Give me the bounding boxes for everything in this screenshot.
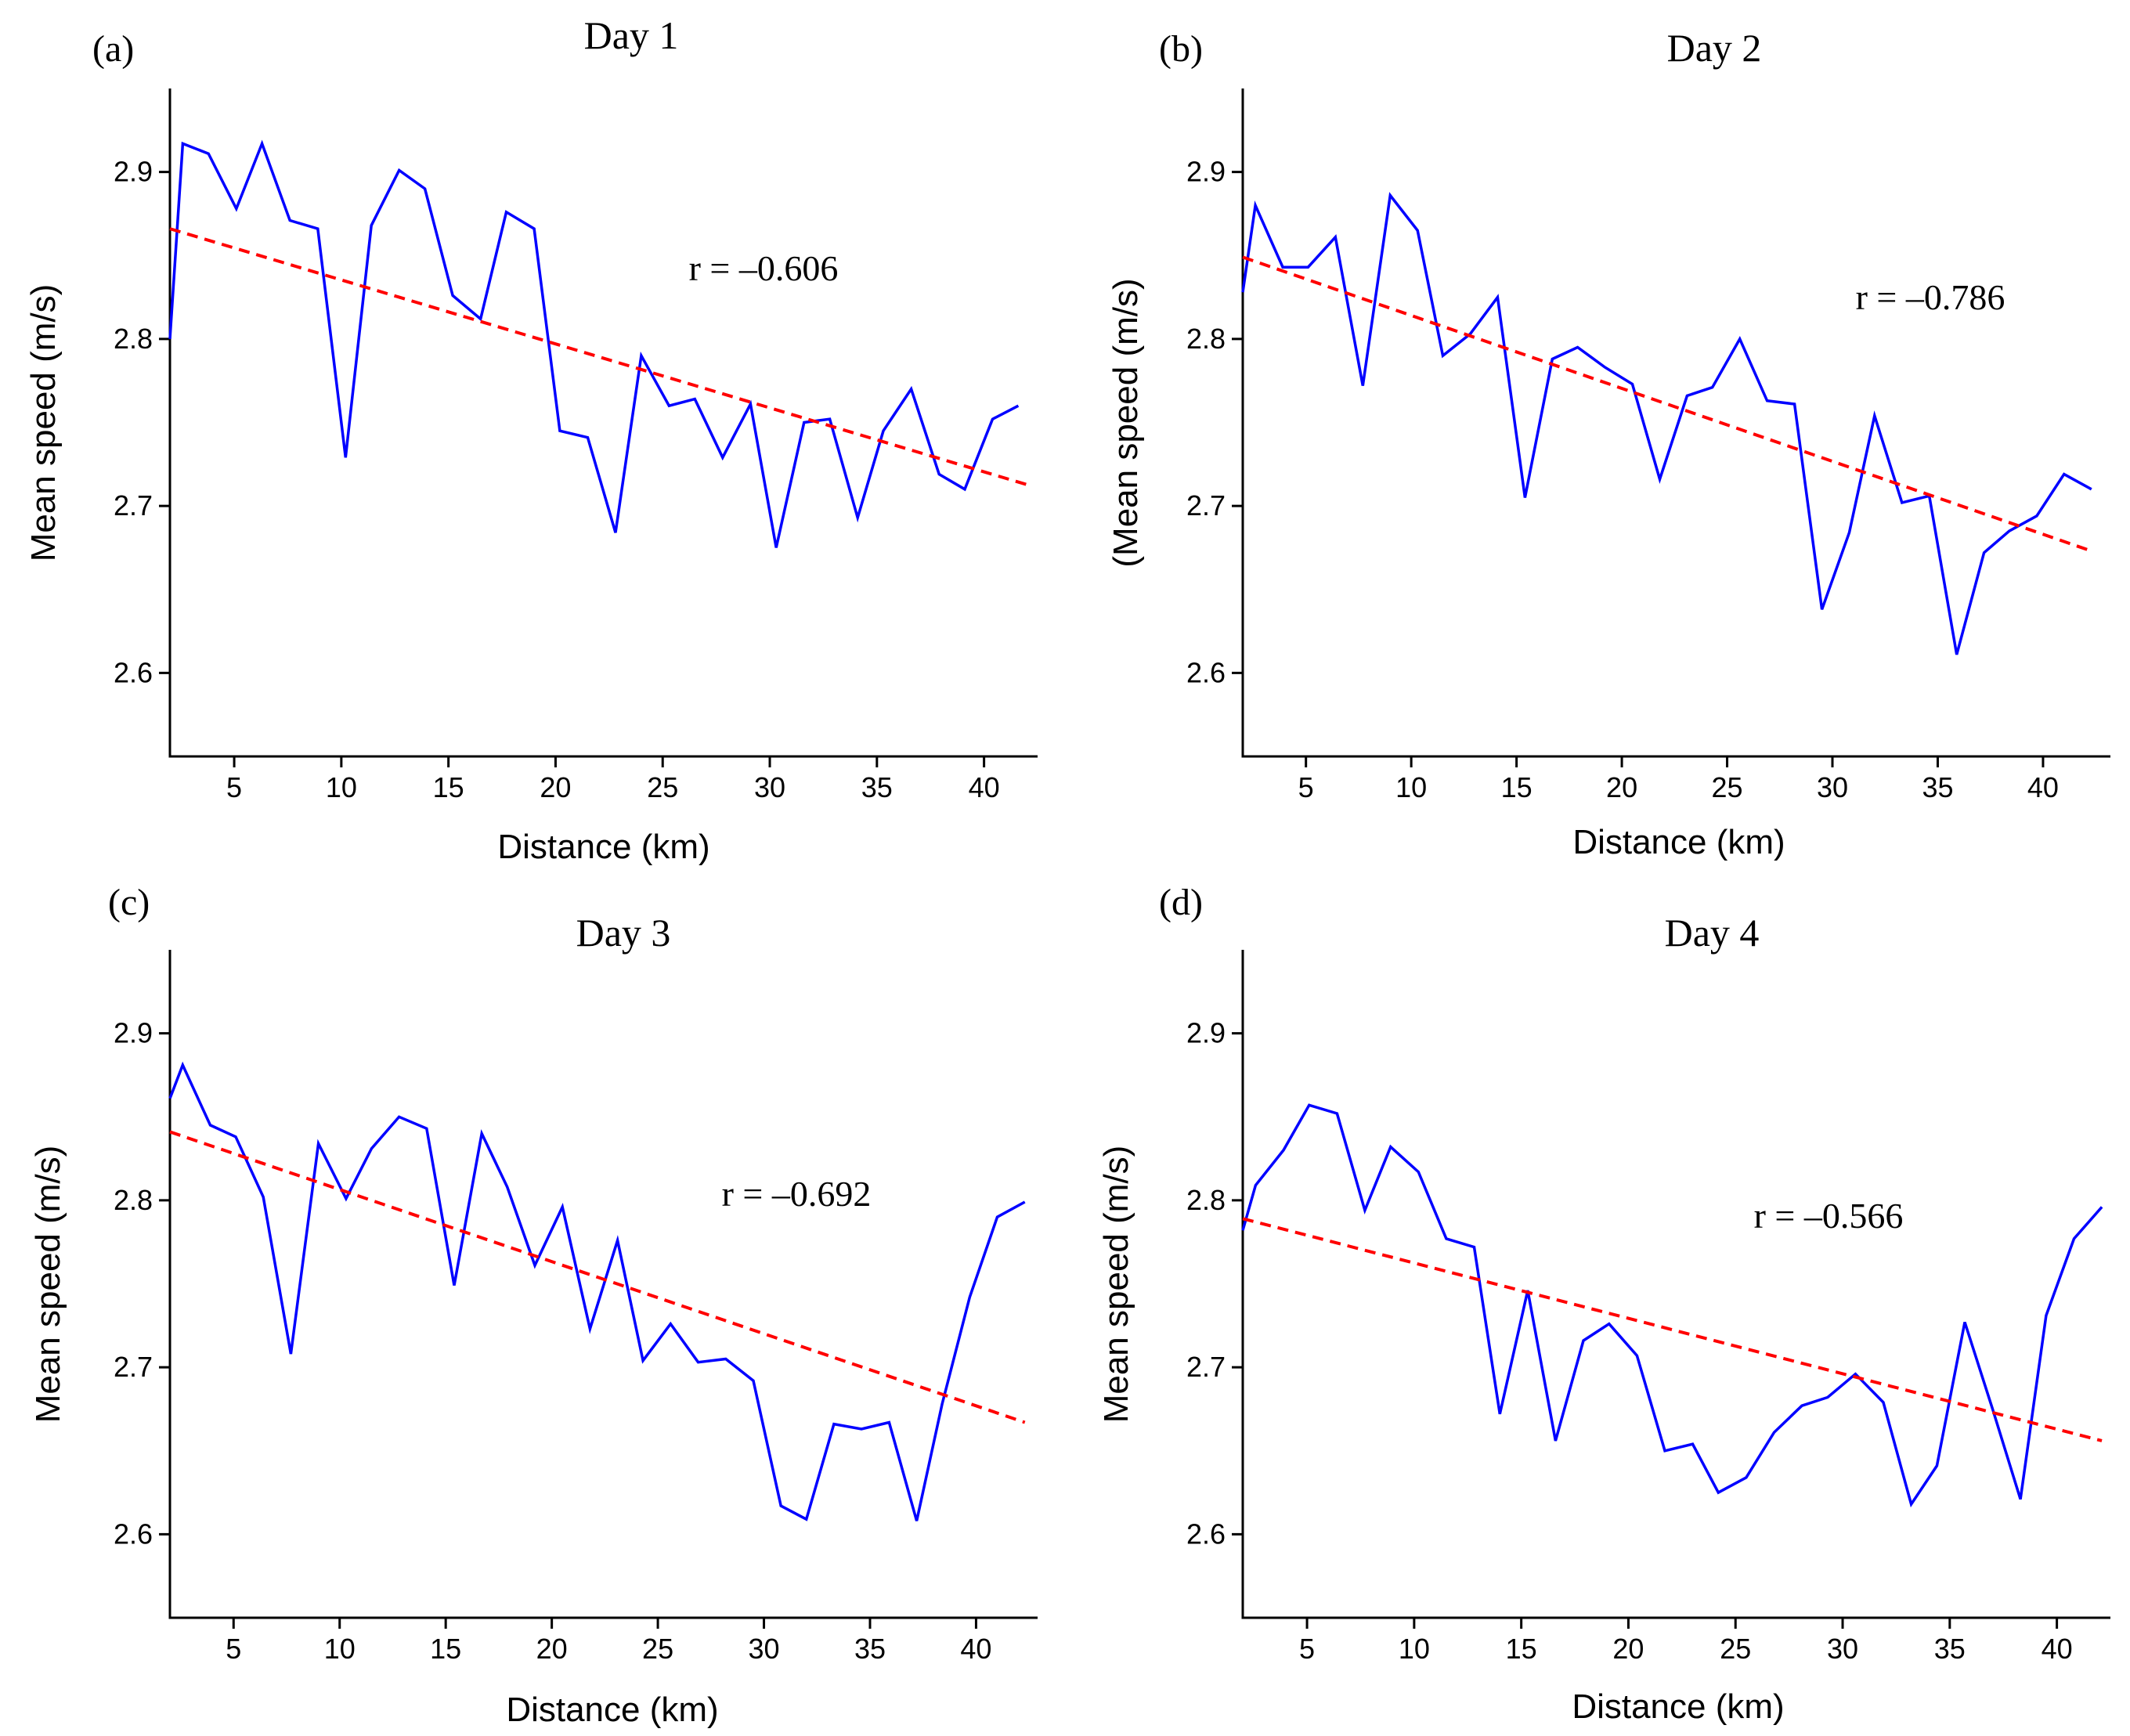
x-tick-label: 5 [1299, 1633, 1315, 1665]
y-axis-label: Mean speed (m/s) [1097, 1146, 1135, 1424]
x-tick-label: 5 [226, 1633, 241, 1665]
x-tick-label: 5 [1298, 771, 1314, 803]
x-tick-label: 20 [536, 1633, 568, 1665]
x-tick-label: 5 [226, 771, 242, 803]
x-tick-label: 15 [1501, 771, 1533, 803]
trend-line [1242, 1217, 2103, 1442]
panel-label: (c) [108, 882, 150, 923]
x-tick-label: 25 [647, 771, 678, 803]
panel-c: (c) Day 3 r = –0.692 Distance (km) Mean … [29, 882, 1038, 1729]
correlation-annotation: r = –0.566 [1754, 1196, 1904, 1236]
series-line [1241, 1103, 2103, 1508]
series-line [168, 1061, 1026, 1521]
y-tick-label: 2.9 [1186, 1017, 1226, 1049]
x-axis-label: Distance (km) [497, 828, 709, 866]
y-tick-label: 2.7 [1186, 489, 1226, 522]
x-tick-label: 20 [1612, 1633, 1644, 1665]
correlation-annotation: r = –0.692 [722, 1174, 872, 1214]
x-tick-label: 40 [2042, 1633, 2073, 1665]
correlation-annotation: r = –0.786 [1856, 277, 2005, 317]
series-line [168, 139, 1020, 548]
panel-label: (d) [1159, 882, 1203, 923]
y-tick-label: 2.6 [114, 656, 153, 688]
y-tick-label: 2.9 [114, 1017, 153, 1049]
plot-area: 5 10 15 20 25 30 35 40 2.6 2.7 2.8 2.9 [1186, 950, 2110, 1665]
x-axis-label: Distance (km) [1572, 1687, 1784, 1726]
x-tick-label: 30 [1817, 771, 1848, 803]
y-tick-label: 2.9 [1186, 156, 1226, 188]
y-axis-label: Mean speed (m/s) [29, 1146, 67, 1424]
panel-b: (b) Day 2 r = –0.786 Distance (km) (Mean… [1107, 26, 2110, 861]
y-tick-label: 2.6 [1186, 656, 1226, 688]
x-tick-label: 25 [1720, 1633, 1751, 1665]
y-tick-label: 2.7 [1186, 1351, 1226, 1383]
x-tick-label: 40 [960, 1633, 991, 1665]
x-tick-label: 25 [642, 1633, 673, 1665]
trend-line [169, 227, 1032, 488]
x-tick-label: 15 [430, 1633, 461, 1665]
x-tick-label: 20 [1606, 771, 1637, 803]
y-tick-label: 2.7 [114, 489, 153, 522]
x-tick-label: 20 [540, 771, 571, 803]
x-tick-label: 10 [324, 1633, 356, 1665]
x-tick-label: 30 [749, 1633, 780, 1665]
y-tick-label: 2.6 [1186, 1518, 1226, 1550]
panel-label: (b) [1159, 28, 1203, 70]
x-tick-label: 10 [1395, 771, 1427, 803]
x-tick-label: 10 [1399, 1633, 1430, 1665]
trend-line [169, 1130, 1026, 1424]
chart-title: Day 1 [584, 13, 679, 57]
chart-title: Day 2 [1667, 26, 1762, 70]
x-tick-label: 35 [1922, 771, 1953, 803]
x-tick-label: 30 [1827, 1633, 1858, 1665]
x-tick-label: 40 [969, 771, 1000, 803]
series-line [1241, 192, 2092, 655]
y-tick-label: 2.9 [114, 156, 153, 188]
y-axis-label: Mean speed (m/s) [24, 284, 63, 562]
x-tick-label: 40 [2027, 771, 2059, 803]
y-tick-label: 2.7 [114, 1351, 153, 1383]
panel-a: (a) Day 1 r = –0.606 Distance (km) Mean … [24, 13, 1038, 866]
y-tick-label: 2.8 [114, 1184, 153, 1216]
panel-label: (a) [92, 28, 134, 70]
x-tick-label: 15 [433, 771, 464, 803]
x-tick-label: 35 [854, 1633, 886, 1665]
x-tick-label: 35 [861, 771, 893, 803]
y-axis-label: (Mean speed (m/s) [1107, 278, 1145, 567]
x-tick-label: 15 [1506, 1633, 1537, 1665]
y-tick-label: 2.8 [1186, 1184, 1226, 1216]
correlation-annotation: r = –0.606 [689, 248, 839, 288]
x-axis-label: Distance (km) [506, 1691, 718, 1729]
y-tick-label: 2.6 [114, 1518, 153, 1550]
plot-area: 5 10 15 20 25 30 35 40 2.6 2.7 2.8 2.9 [1186, 88, 2110, 803]
x-tick-label: 35 [1934, 1633, 1966, 1665]
panel-d: (d) Day 4 r = –0.566 Distance (km) Mean … [1097, 882, 2110, 1726]
x-tick-label: 25 [1712, 771, 1743, 803]
x-tick-label: 30 [754, 771, 785, 803]
chart-title: Day 4 [1665, 911, 1760, 955]
x-axis-label: Distance (km) [1572, 823, 1785, 861]
y-tick-label: 2.8 [114, 323, 153, 355]
x-tick-label: 10 [326, 771, 357, 803]
plot-area: 5 10 15 20 25 30 35 40 2.6 2.7 2.8 2.9 [114, 950, 1038, 1665]
y-tick-label: 2.8 [1186, 323, 1226, 355]
plot-area: 5 10 15 20 25 30 35 40 2.6 2.7 2.8 2.9 [114, 88, 1038, 803]
chart-title: Day 3 [576, 911, 671, 955]
trend-line [1242, 255, 2092, 553]
